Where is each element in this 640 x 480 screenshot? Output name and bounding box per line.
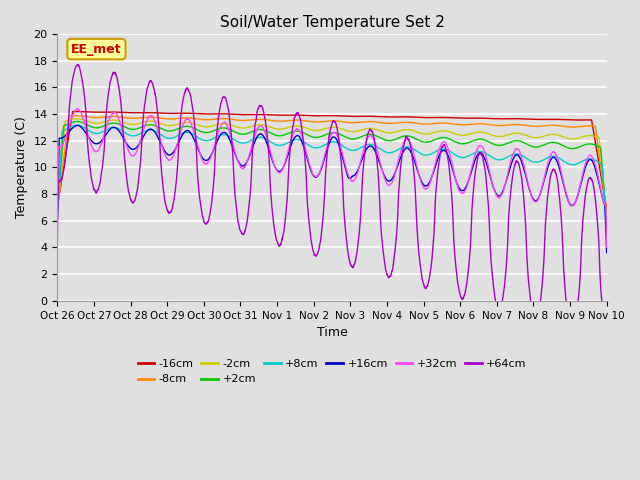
-8cm bbox=[386, 120, 394, 126]
-2cm bbox=[603, 216, 611, 221]
+32cm bbox=[172, 148, 179, 154]
Line: +32cm: +32cm bbox=[58, 109, 607, 247]
+64cm bbox=[74, 61, 81, 67]
+32cm bbox=[54, 221, 61, 227]
-16cm bbox=[396, 114, 403, 120]
+8cm bbox=[54, 213, 61, 219]
-8cm bbox=[54, 206, 61, 212]
+64cm bbox=[603, 322, 611, 328]
-16cm bbox=[603, 207, 611, 213]
+16cm bbox=[551, 155, 559, 160]
Text: EE_met: EE_met bbox=[71, 43, 122, 56]
+32cm bbox=[602, 228, 610, 234]
-8cm bbox=[603, 210, 611, 216]
+16cm bbox=[172, 146, 179, 152]
+8cm bbox=[602, 224, 610, 229]
-16cm bbox=[71, 108, 79, 114]
-2cm bbox=[602, 212, 610, 218]
+64cm bbox=[54, 238, 61, 243]
+32cm bbox=[396, 154, 403, 160]
-2cm bbox=[396, 128, 403, 134]
Line: -8cm: -8cm bbox=[58, 116, 607, 213]
Y-axis label: Temperature (C): Temperature (C) bbox=[15, 117, 28, 218]
+64cm bbox=[551, 167, 559, 173]
+16cm bbox=[386, 178, 394, 184]
+2cm bbox=[603, 220, 611, 226]
+64cm bbox=[172, 188, 179, 194]
+16cm bbox=[602, 242, 610, 248]
+2cm bbox=[207, 129, 215, 135]
+2cm bbox=[54, 211, 61, 216]
+2cm bbox=[172, 127, 179, 133]
+64cm bbox=[207, 204, 215, 210]
+64cm bbox=[386, 274, 394, 280]
+16cm bbox=[207, 153, 215, 158]
+32cm bbox=[74, 106, 81, 112]
+64cm bbox=[603, 328, 611, 334]
+16cm bbox=[603, 250, 611, 255]
-8cm bbox=[172, 116, 179, 121]
-16cm bbox=[207, 111, 215, 117]
-2cm bbox=[386, 130, 394, 136]
+32cm bbox=[551, 150, 559, 156]
+2cm bbox=[602, 216, 610, 222]
+16cm bbox=[54, 213, 61, 219]
+2cm bbox=[73, 119, 81, 124]
+32cm bbox=[207, 154, 215, 160]
+8cm bbox=[172, 134, 179, 140]
-2cm bbox=[54, 209, 61, 215]
+32cm bbox=[603, 244, 611, 250]
+2cm bbox=[396, 135, 403, 141]
Line: -16cm: -16cm bbox=[58, 111, 607, 210]
+8cm bbox=[551, 154, 559, 159]
-16cm bbox=[386, 114, 394, 120]
+2cm bbox=[386, 138, 394, 144]
Line: +64cm: +64cm bbox=[58, 64, 607, 337]
+32cm bbox=[386, 182, 394, 188]
+64cm bbox=[396, 181, 403, 187]
-2cm bbox=[172, 122, 179, 128]
-8cm bbox=[396, 120, 403, 126]
+8cm bbox=[207, 137, 215, 143]
-8cm bbox=[73, 113, 81, 119]
+16cm bbox=[74, 122, 82, 128]
Legend: -16cm, -8cm, -2cm, +2cm, +8cm, +16cm, +32cm, +64cm: -16cm, -8cm, -2cm, +2cm, +8cm, +16cm, +3… bbox=[133, 354, 531, 389]
-2cm bbox=[74, 116, 81, 121]
-8cm bbox=[602, 208, 610, 214]
+8cm bbox=[386, 150, 394, 156]
-16cm bbox=[54, 204, 61, 209]
-8cm bbox=[551, 122, 559, 128]
Line: +2cm: +2cm bbox=[58, 121, 607, 223]
-16cm bbox=[551, 117, 559, 122]
Line: +16cm: +16cm bbox=[58, 125, 607, 252]
Line: +8cm: +8cm bbox=[58, 125, 607, 231]
+2cm bbox=[551, 140, 559, 145]
+8cm bbox=[73, 122, 81, 128]
+8cm bbox=[603, 228, 611, 234]
+16cm bbox=[396, 158, 403, 164]
-16cm bbox=[172, 110, 179, 116]
-2cm bbox=[207, 123, 215, 129]
X-axis label: Time: Time bbox=[317, 326, 348, 339]
+8cm bbox=[396, 146, 403, 152]
-8cm bbox=[207, 117, 215, 122]
Title: Soil/Water Temperature Set 2: Soil/Water Temperature Set 2 bbox=[220, 15, 445, 30]
Line: -2cm: -2cm bbox=[58, 119, 607, 218]
+64cm bbox=[602, 334, 610, 340]
-16cm bbox=[602, 205, 610, 211]
-2cm bbox=[551, 132, 559, 137]
